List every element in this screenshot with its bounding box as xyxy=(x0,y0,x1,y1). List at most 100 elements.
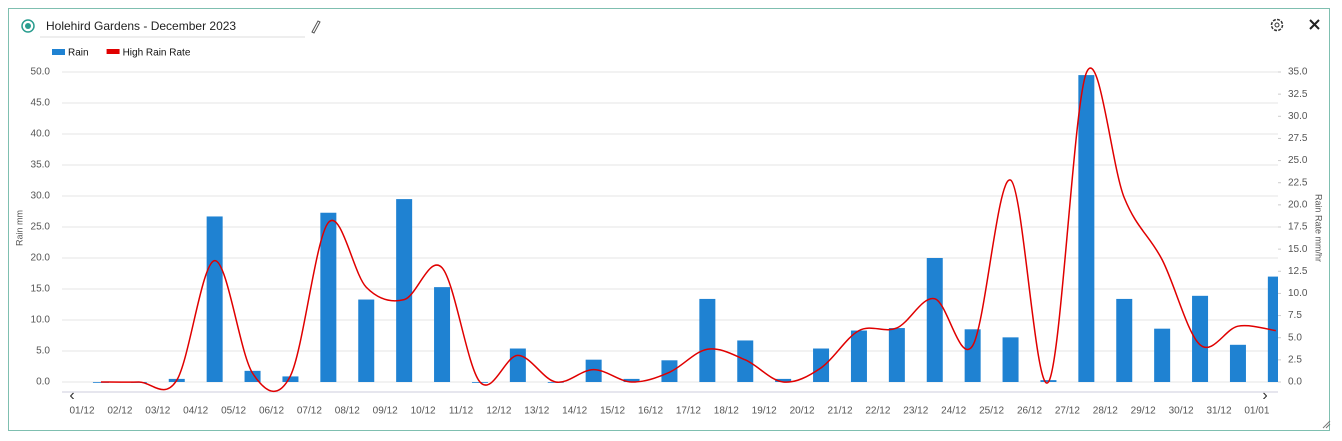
y-tick-label: 35.0 xyxy=(31,160,51,171)
x-tick-label: 09/12 xyxy=(373,406,398,417)
y2-tick-label: 25.0 xyxy=(1288,155,1308,166)
bar xyxy=(434,287,451,382)
x-tick-label: 05/12 xyxy=(221,406,246,417)
bar xyxy=(661,360,678,382)
nav-prev[interactable]: ‹ xyxy=(69,387,74,404)
y2-axis-title: Rain Rate mm/hr xyxy=(1314,194,1324,262)
y-tick-label: 20.0 xyxy=(31,253,51,264)
status-dot xyxy=(25,23,31,29)
bar xyxy=(1078,75,1095,382)
bar xyxy=(358,299,375,382)
y2-tick-label: 30.0 xyxy=(1288,111,1308,122)
x-tick-label: 01/01 xyxy=(1244,406,1269,417)
bar xyxy=(926,258,943,382)
x-tick-label: 14/12 xyxy=(562,406,587,417)
x-tick-label: 30/12 xyxy=(1169,406,1194,417)
x-tick-label: 07/12 xyxy=(297,406,322,417)
bar xyxy=(964,329,981,382)
x-tick-label: 20/12 xyxy=(790,406,815,417)
y2-tick-label: 0.0 xyxy=(1288,377,1302,388)
nav-next[interactable]: › xyxy=(1262,387,1267,404)
bar xyxy=(396,199,413,382)
x-tick-label: 23/12 xyxy=(903,406,928,417)
x-tick-label: 17/12 xyxy=(676,406,701,417)
y-tick-label: 50.0 xyxy=(31,67,51,78)
x-tick-label: 24/12 xyxy=(941,406,966,417)
y-axis-title: Rain mm xyxy=(14,210,24,246)
x-tick-label: 04/12 xyxy=(183,406,208,417)
card xyxy=(8,8,1330,431)
bar xyxy=(1002,337,1019,382)
y2-tick-label: 20.0 xyxy=(1288,199,1308,210)
bar xyxy=(1267,276,1278,382)
bar xyxy=(1229,344,1246,382)
x-tick-label: 29/12 xyxy=(1131,406,1156,417)
y2-tick-label: 17.5 xyxy=(1288,222,1308,233)
y2-tick-label: 7.5 xyxy=(1288,310,1302,321)
resize-handle[interactable] xyxy=(1322,420,1331,429)
y-tick-label: 45.0 xyxy=(31,98,51,109)
legend-swatch xyxy=(106,49,120,54)
y2-tick-label: 10.0 xyxy=(1288,288,1308,299)
y2-tick-label: 12.5 xyxy=(1288,266,1308,277)
x-tick-label: 25/12 xyxy=(979,406,1004,417)
y2-tick-label: 15.0 xyxy=(1288,244,1308,255)
bar xyxy=(206,216,223,382)
bar xyxy=(244,370,261,382)
y-tick-label: 40.0 xyxy=(31,129,51,140)
edit-icon[interactable] xyxy=(311,20,321,34)
y-tick-label: 5.0 xyxy=(36,346,50,357)
bar xyxy=(775,378,792,382)
bar xyxy=(509,348,526,382)
line xyxy=(100,67,1276,393)
x-tick-label: 22/12 xyxy=(865,406,890,417)
x-tick-label: 02/12 xyxy=(107,406,132,417)
x-tick-label: 12/12 xyxy=(486,406,511,417)
bar xyxy=(737,340,754,382)
bar xyxy=(1116,298,1133,382)
x-tick-label: 21/12 xyxy=(827,406,852,417)
y2-tick-label: 2.5 xyxy=(1288,354,1302,365)
panel-title[interactable]: Holehird Gardens - December 2023 xyxy=(46,19,236,33)
legend-swatch xyxy=(52,49,65,55)
y-tick-label: 30.0 xyxy=(31,191,51,202)
x-tick-label: 15/12 xyxy=(600,406,625,417)
y2-tick-label: 22.5 xyxy=(1288,177,1308,188)
legend-label[interactable]: High Rain Rate xyxy=(123,48,191,59)
x-tick-label: 27/12 xyxy=(1055,406,1080,417)
y2-tick-label: 35.0 xyxy=(1288,67,1308,78)
x-tick-label: 03/12 xyxy=(145,406,170,417)
x-tick-label: 11/12 xyxy=(449,406,474,417)
y-tick-label: 10.0 xyxy=(31,315,51,326)
status-icon xyxy=(21,19,35,33)
x-tick-label: 19/12 xyxy=(752,406,777,417)
plot-area xyxy=(92,67,1278,393)
bar xyxy=(585,359,602,382)
y2-tick-label: 32.5 xyxy=(1288,89,1308,100)
bar xyxy=(1154,328,1171,382)
bar xyxy=(813,348,830,382)
bar xyxy=(623,378,640,382)
bar xyxy=(888,328,905,382)
y-tick-label: 0.0 xyxy=(36,377,50,388)
x-tick-label: 26/12 xyxy=(1017,406,1042,417)
y-tick-label: 25.0 xyxy=(31,222,51,233)
x-tick-label: 01/12 xyxy=(69,406,94,417)
x-tick-label: 18/12 xyxy=(714,406,739,417)
x-tick-label: 31/12 xyxy=(1206,406,1231,417)
bar xyxy=(699,298,716,382)
x-tick-label: 13/12 xyxy=(524,406,549,417)
bar xyxy=(320,212,337,382)
legend-label[interactable]: Rain xyxy=(68,48,89,59)
x-tick-label: 28/12 xyxy=(1093,406,1118,417)
bar xyxy=(850,330,867,382)
x-tick-label: 16/12 xyxy=(638,406,663,417)
bar xyxy=(1192,295,1209,382)
x-tick-label: 10/12 xyxy=(411,406,436,417)
y-tick-label: 15.0 xyxy=(31,284,51,295)
x-tick-label: 08/12 xyxy=(335,406,360,417)
y2-tick-label: 27.5 xyxy=(1288,133,1308,144)
settings-icon[interactable] xyxy=(1270,18,1284,32)
close-icon[interactable] xyxy=(1309,19,1320,30)
